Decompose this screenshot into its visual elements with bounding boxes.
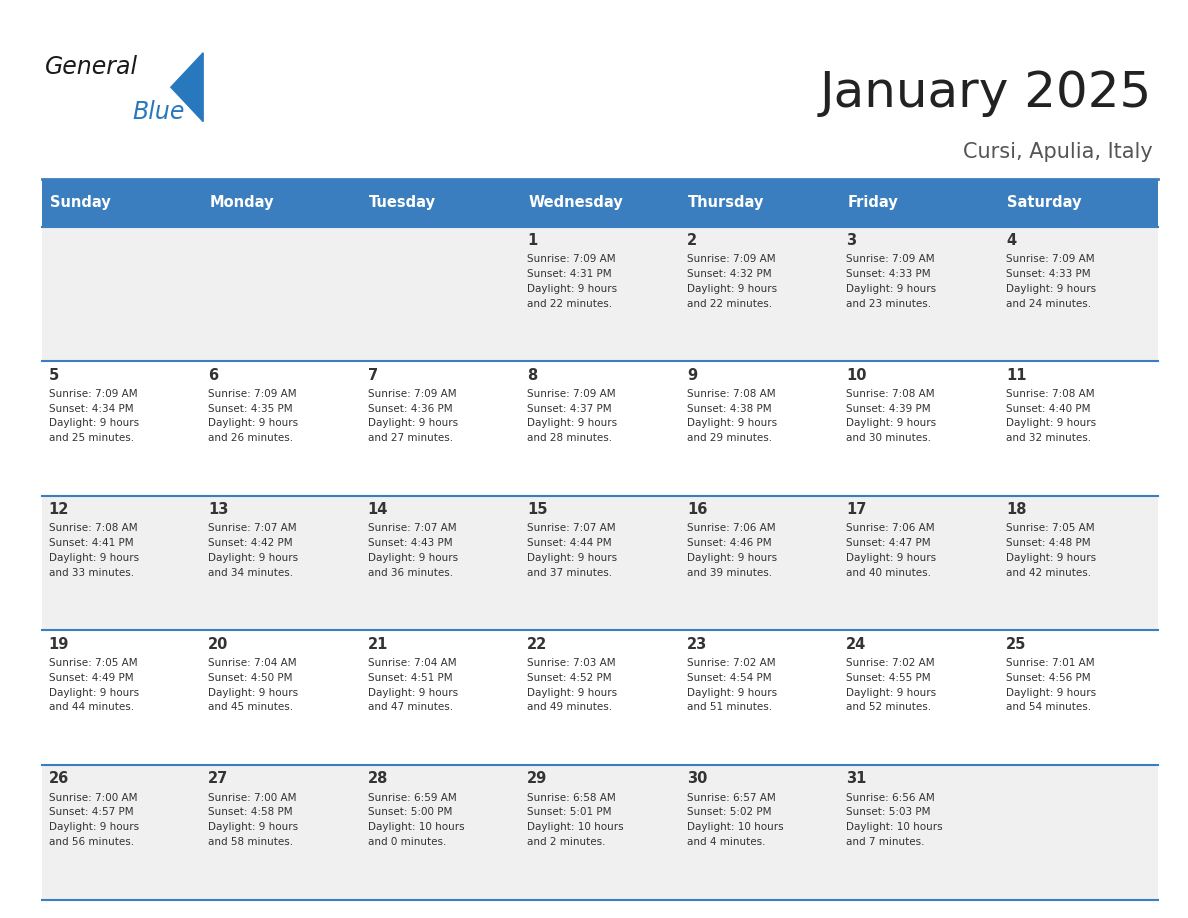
Text: 16: 16 — [687, 502, 707, 518]
Text: Sunrise: 7:04 AM
Sunset: 4:51 PM
Daylight: 9 hours
and 47 minutes.: Sunrise: 7:04 AM Sunset: 4:51 PM Dayligh… — [368, 658, 457, 712]
Text: Sunrise: 7:07 AM
Sunset: 4:43 PM
Daylight: 9 hours
and 36 minutes.: Sunrise: 7:07 AM Sunset: 4:43 PM Dayligh… — [368, 523, 457, 577]
Text: 17: 17 — [846, 502, 867, 518]
Text: Blue: Blue — [133, 100, 185, 124]
Text: Sunrise: 7:08 AM
Sunset: 4:41 PM
Daylight: 9 hours
and 33 minutes.: Sunrise: 7:08 AM Sunset: 4:41 PM Dayligh… — [49, 523, 139, 577]
Text: Sunrise: 7:07 AM
Sunset: 4:42 PM
Daylight: 9 hours
and 34 minutes.: Sunrise: 7:07 AM Sunset: 4:42 PM Dayligh… — [208, 523, 298, 577]
Text: Sunrise: 7:01 AM
Sunset: 4:56 PM
Daylight: 9 hours
and 54 minutes.: Sunrise: 7:01 AM Sunset: 4:56 PM Dayligh… — [1006, 658, 1097, 712]
Text: Thursday: Thursday — [688, 196, 764, 210]
Text: 1: 1 — [527, 233, 537, 248]
Text: Sunrise: 7:09 AM
Sunset: 4:34 PM
Daylight: 9 hours
and 25 minutes.: Sunrise: 7:09 AM Sunset: 4:34 PM Dayligh… — [49, 389, 139, 443]
Text: 23: 23 — [687, 637, 707, 652]
Text: 11: 11 — [1006, 368, 1026, 383]
Text: 5: 5 — [49, 368, 59, 383]
Text: Wednesday: Wednesday — [529, 196, 624, 210]
Text: Sunrise: 7:09 AM
Sunset: 4:37 PM
Daylight: 9 hours
and 28 minutes.: Sunrise: 7:09 AM Sunset: 4:37 PM Dayligh… — [527, 389, 618, 443]
Text: 28: 28 — [368, 771, 388, 787]
Text: Monday: Monday — [209, 196, 274, 210]
Text: Saturday: Saturday — [1007, 196, 1081, 210]
Text: 12: 12 — [49, 502, 69, 518]
Text: Sunrise: 7:04 AM
Sunset: 4:50 PM
Daylight: 9 hours
and 45 minutes.: Sunrise: 7:04 AM Sunset: 4:50 PM Dayligh… — [208, 658, 298, 712]
Text: Sunrise: 7:08 AM
Sunset: 4:38 PM
Daylight: 9 hours
and 29 minutes.: Sunrise: 7:08 AM Sunset: 4:38 PM Dayligh… — [687, 389, 777, 443]
Text: 14: 14 — [368, 502, 388, 518]
Text: Sunrise: 7:08 AM
Sunset: 4:40 PM
Daylight: 9 hours
and 32 minutes.: Sunrise: 7:08 AM Sunset: 4:40 PM Dayligh… — [1006, 389, 1097, 443]
Text: Sunrise: 7:05 AM
Sunset: 4:49 PM
Daylight: 9 hours
and 44 minutes.: Sunrise: 7:05 AM Sunset: 4:49 PM Dayligh… — [49, 658, 139, 712]
Text: 3: 3 — [846, 233, 857, 248]
Text: January 2025: January 2025 — [820, 69, 1152, 117]
Polygon shape — [171, 52, 203, 121]
Text: Sunrise: 7:06 AM
Sunset: 4:46 PM
Daylight: 9 hours
and 39 minutes.: Sunrise: 7:06 AM Sunset: 4:46 PM Dayligh… — [687, 523, 777, 577]
Text: 20: 20 — [208, 637, 228, 652]
Text: Sunrise: 7:02 AM
Sunset: 4:54 PM
Daylight: 9 hours
and 51 minutes.: Sunrise: 7:02 AM Sunset: 4:54 PM Dayligh… — [687, 658, 777, 712]
Text: 30: 30 — [687, 771, 707, 787]
Text: Sunrise: 7:09 AM
Sunset: 4:36 PM
Daylight: 9 hours
and 27 minutes.: Sunrise: 7:09 AM Sunset: 4:36 PM Dayligh… — [368, 389, 457, 443]
Text: Sunrise: 6:56 AM
Sunset: 5:03 PM
Daylight: 10 hours
and 7 minutes.: Sunrise: 6:56 AM Sunset: 5:03 PM Dayligh… — [846, 792, 943, 847]
Text: 26: 26 — [49, 771, 69, 787]
Text: Sunrise: 6:58 AM
Sunset: 5:01 PM
Daylight: 10 hours
and 2 minutes.: Sunrise: 6:58 AM Sunset: 5:01 PM Dayligh… — [527, 792, 624, 847]
Text: 2: 2 — [687, 233, 697, 248]
Text: Sunrise: 6:59 AM
Sunset: 5:00 PM
Daylight: 10 hours
and 0 minutes.: Sunrise: 6:59 AM Sunset: 5:00 PM Dayligh… — [368, 792, 465, 847]
Text: Tuesday: Tuesday — [369, 196, 436, 210]
Text: General: General — [45, 54, 139, 79]
Text: 25: 25 — [1006, 637, 1026, 652]
Text: Sunrise: 7:09 AM
Sunset: 4:33 PM
Daylight: 9 hours
and 24 minutes.: Sunrise: 7:09 AM Sunset: 4:33 PM Dayligh… — [1006, 254, 1097, 308]
Text: Sunrise: 7:00 AM
Sunset: 4:57 PM
Daylight: 9 hours
and 56 minutes.: Sunrise: 7:00 AM Sunset: 4:57 PM Dayligh… — [49, 792, 139, 847]
Text: 4: 4 — [1006, 233, 1016, 248]
Text: Cursi, Apulia, Italy: Cursi, Apulia, Italy — [962, 142, 1152, 162]
Text: 19: 19 — [49, 637, 69, 652]
Text: 10: 10 — [846, 368, 867, 383]
Text: 15: 15 — [527, 502, 548, 518]
Text: 24: 24 — [846, 637, 866, 652]
Text: 31: 31 — [846, 771, 867, 787]
Text: Sunday: Sunday — [50, 196, 110, 210]
Text: Sunrise: 7:09 AM
Sunset: 4:35 PM
Daylight: 9 hours
and 26 minutes.: Sunrise: 7:09 AM Sunset: 4:35 PM Dayligh… — [208, 389, 298, 443]
Text: Sunrise: 7:09 AM
Sunset: 4:33 PM
Daylight: 9 hours
and 23 minutes.: Sunrise: 7:09 AM Sunset: 4:33 PM Dayligh… — [846, 254, 936, 308]
Text: Sunrise: 7:03 AM
Sunset: 4:52 PM
Daylight: 9 hours
and 49 minutes.: Sunrise: 7:03 AM Sunset: 4:52 PM Dayligh… — [527, 658, 618, 712]
Text: 18: 18 — [1006, 502, 1026, 518]
Text: Sunrise: 6:57 AM
Sunset: 5:02 PM
Daylight: 10 hours
and 4 minutes.: Sunrise: 6:57 AM Sunset: 5:02 PM Dayligh… — [687, 792, 783, 847]
Text: 6: 6 — [208, 368, 219, 383]
Text: Friday: Friday — [847, 196, 898, 210]
Text: 27: 27 — [208, 771, 228, 787]
Text: Sunrise: 7:02 AM
Sunset: 4:55 PM
Daylight: 9 hours
and 52 minutes.: Sunrise: 7:02 AM Sunset: 4:55 PM Dayligh… — [846, 658, 936, 712]
Text: Sunrise: 7:08 AM
Sunset: 4:39 PM
Daylight: 9 hours
and 30 minutes.: Sunrise: 7:08 AM Sunset: 4:39 PM Dayligh… — [846, 389, 936, 443]
Text: Sunrise: 7:00 AM
Sunset: 4:58 PM
Daylight: 9 hours
and 58 minutes.: Sunrise: 7:00 AM Sunset: 4:58 PM Dayligh… — [208, 792, 298, 847]
Text: 22: 22 — [527, 637, 548, 652]
Text: 13: 13 — [208, 502, 228, 518]
Text: 8: 8 — [527, 368, 537, 383]
Text: Sunrise: 7:05 AM
Sunset: 4:48 PM
Daylight: 9 hours
and 42 minutes.: Sunrise: 7:05 AM Sunset: 4:48 PM Dayligh… — [1006, 523, 1097, 577]
Text: 9: 9 — [687, 368, 697, 383]
Text: Sunrise: 7:07 AM
Sunset: 4:44 PM
Daylight: 9 hours
and 37 minutes.: Sunrise: 7:07 AM Sunset: 4:44 PM Dayligh… — [527, 523, 618, 577]
Text: Sunrise: 7:09 AM
Sunset: 4:32 PM
Daylight: 9 hours
and 22 minutes.: Sunrise: 7:09 AM Sunset: 4:32 PM Dayligh… — [687, 254, 777, 308]
Text: 21: 21 — [368, 637, 388, 652]
Text: 29: 29 — [527, 771, 548, 787]
Text: 7: 7 — [368, 368, 378, 383]
Text: Sunrise: 7:09 AM
Sunset: 4:31 PM
Daylight: 9 hours
and 22 minutes.: Sunrise: 7:09 AM Sunset: 4:31 PM Dayligh… — [527, 254, 618, 308]
Text: Sunrise: 7:06 AM
Sunset: 4:47 PM
Daylight: 9 hours
and 40 minutes.: Sunrise: 7:06 AM Sunset: 4:47 PM Dayligh… — [846, 523, 936, 577]
